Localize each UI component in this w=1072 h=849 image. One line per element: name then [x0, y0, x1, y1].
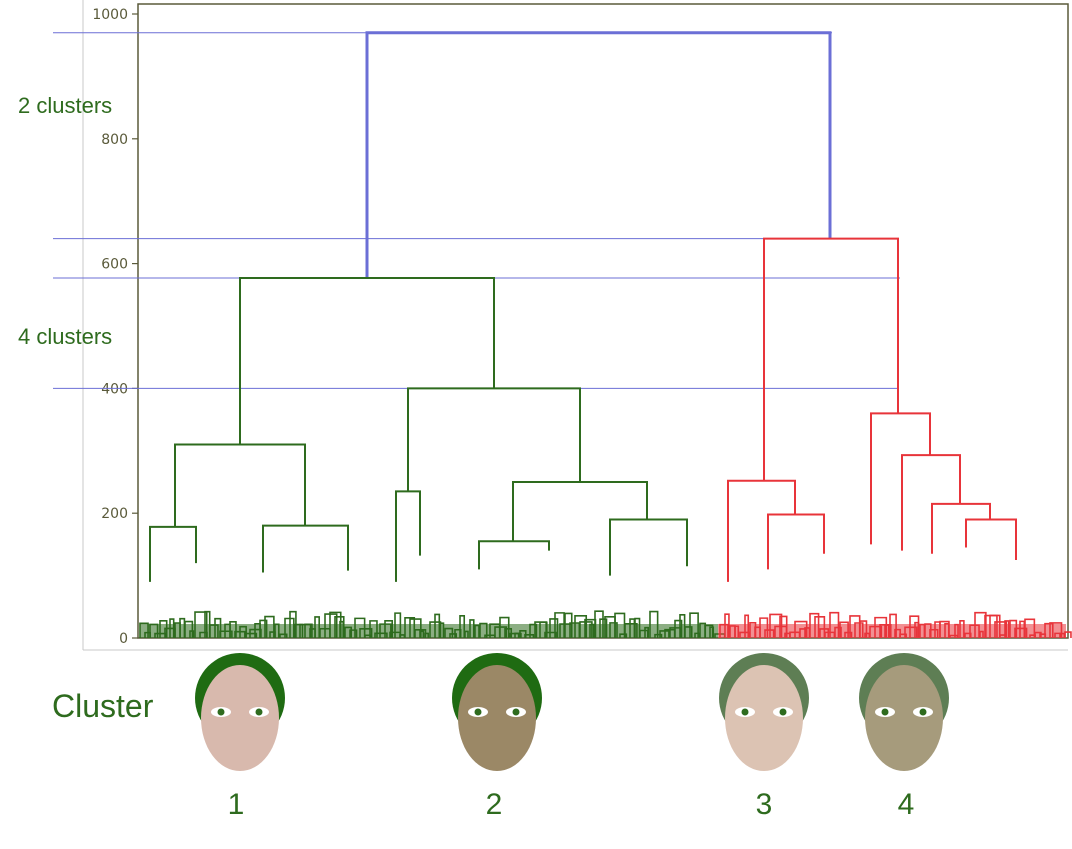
- leaf-band-red: [718, 624, 1066, 638]
- link-g1b: [262, 524, 349, 573]
- link-green-root: [239, 276, 495, 445]
- dendrogram-links: [149, 31, 1017, 582]
- link-g2b: [512, 481, 648, 542]
- leaf-band-green: [140, 624, 718, 638]
- right-pupil: [779, 708, 787, 716]
- link-g2b2: [609, 518, 688, 576]
- left-pupil: [741, 708, 749, 716]
- y-tick-label-0: 0: [119, 631, 128, 647]
- left-pupil: [474, 708, 482, 716]
- face-shape: [725, 665, 803, 771]
- right-pupil: [512, 708, 520, 716]
- link-r4b: [901, 454, 961, 551]
- y-tick-label-600: 600: [101, 257, 128, 273]
- label-4-clusters: 4 clusters: [18, 324, 112, 349]
- face-icon-cluster-2: [452, 653, 542, 771]
- face-icon-cluster-1: [195, 653, 285, 771]
- link-root: [365, 31, 832, 278]
- link-g1a: [149, 525, 197, 582]
- link-red-root: [763, 237, 899, 481]
- y-tick-label-800: 800: [101, 132, 128, 148]
- cluster-number-3: 3: [756, 788, 773, 821]
- link-r3: [727, 479, 796, 582]
- axes: 0 200 400 600 800 1000: [82, 0, 1069, 651]
- cluster-number-2: 2: [486, 788, 503, 821]
- y-tick-label-400: 400: [101, 381, 128, 397]
- link-r4: [870, 412, 931, 545]
- link-g2: [407, 387, 581, 492]
- y-tick-label-200: 200: [101, 506, 128, 522]
- right-pupil: [919, 708, 927, 716]
- cluster-faces: [195, 653, 949, 771]
- plot-frame: [137, 3, 1069, 639]
- left-pupil: [881, 708, 889, 716]
- leaf-fringe: [139, 610, 1072, 638]
- cluster-number-1: 1: [228, 788, 245, 821]
- link-g2b1: [478, 540, 550, 570]
- cluster-number-4: 4: [898, 788, 915, 821]
- face-shape: [865, 665, 943, 771]
- face-icon-cluster-4: [859, 653, 949, 771]
- cut-lines: [53, 32, 900, 389]
- link-g1: [174, 443, 306, 527]
- link-r4b2b: [965, 518, 1017, 560]
- link-g2a: [395, 490, 421, 582]
- face-icon-cluster-3: [719, 653, 809, 771]
- face-shape: [458, 665, 536, 771]
- face-shape: [201, 665, 279, 771]
- link-r4b2: [931, 502, 991, 554]
- cluster-word: Cluster: [52, 688, 154, 724]
- y-tick-label-1000: 1000: [92, 7, 128, 23]
- left-pupil: [217, 708, 225, 716]
- right-pupil: [255, 708, 263, 716]
- link-r3b: [767, 513, 825, 570]
- label-2-clusters: 2 clusters: [18, 93, 112, 118]
